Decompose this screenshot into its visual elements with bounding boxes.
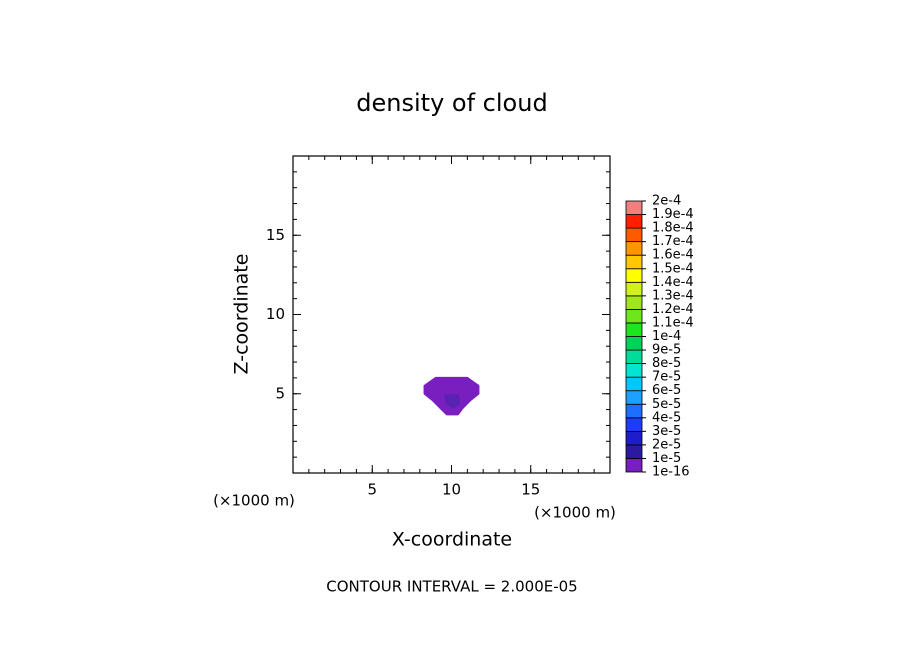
- colorbar-label: 1.5e-4: [652, 261, 694, 276]
- colorbar-label: 1.2e-4: [652, 302, 694, 317]
- colorbar-box: [625, 254, 643, 270]
- x-unit-label: (×1000 m): [213, 492, 295, 510]
- colorbar-box: [625, 241, 643, 256]
- colorbar-box: [625, 376, 643, 392]
- x-tick-label: 5: [367, 481, 377, 499]
- colorbar-box: [625, 430, 643, 446]
- colorbar-box: [625, 444, 643, 459]
- x-axis-label: X-coordinate: [392, 529, 512, 551]
- colorbar-label: 4e-5: [652, 410, 681, 425]
- colorbar-label: 6e-5: [652, 383, 681, 398]
- colorbar-box: [625, 214, 643, 229]
- contour-fill: [444, 394, 461, 410]
- footnote: CONTOUR INTERVAL = 2.000E-05: [326, 578, 577, 596]
- colorbar-label: 7e-5: [652, 370, 681, 385]
- colorbar-box: [625, 390, 643, 405]
- x-tick-label: 15: [521, 481, 540, 499]
- colorbar-label: 9e-5: [652, 343, 681, 358]
- colorbar-box: [625, 417, 643, 432]
- colorbar-box: [625, 227, 643, 243]
- y-tick-label: 10: [266, 305, 285, 323]
- colorbar-label: 1.7e-4: [652, 234, 694, 249]
- colorbar-label: 1e-16: [652, 465, 690, 480]
- colorbar-label: 8e-5: [652, 356, 681, 371]
- colorbar-box: [625, 281, 643, 297]
- colorbar-label: 2e-4: [652, 194, 681, 209]
- colorbar-box: [625, 458, 643, 473]
- colorbar-box: [625, 308, 643, 324]
- y-axis-label: Z-coordinate: [231, 254, 253, 375]
- colorbar-label: 1.3e-4: [652, 288, 694, 303]
- colorbar-label: 1.1e-4: [652, 315, 694, 330]
- plot-frame: [292, 155, 611, 474]
- colorbar-box: [625, 363, 643, 378]
- y-tick-label: 5: [275, 384, 285, 402]
- chart-title: density of cloud: [356, 89, 547, 117]
- colorbar-label: 1e-4: [652, 329, 681, 344]
- colorbar-label: 5e-5: [652, 397, 681, 412]
- colorbar-box: [625, 268, 643, 283]
- colorbar-label: 1.4e-4: [652, 275, 694, 290]
- x-unit-label: (×1000 m): [534, 504, 616, 522]
- colorbar-label: 1.6e-4: [652, 248, 694, 263]
- colorbar-box: [625, 349, 643, 364]
- colorbar-label: 1e-5: [652, 451, 681, 466]
- colorbar-label: 1.9e-4: [652, 207, 694, 222]
- colorbar-box: [625, 322, 643, 337]
- x-tick-label: 10: [442, 481, 461, 499]
- colorbar-box: [625, 403, 643, 419]
- colorbar-box: [625, 295, 643, 310]
- colorbar-label: 2e-5: [652, 437, 681, 452]
- colorbar-label: 1.8e-4: [652, 221, 694, 236]
- colorbar-box: [625, 200, 643, 215]
- colorbar-box: [625, 336, 643, 351]
- y-tick-label: 15: [266, 226, 285, 244]
- colorbar-label: 3e-5: [652, 424, 681, 439]
